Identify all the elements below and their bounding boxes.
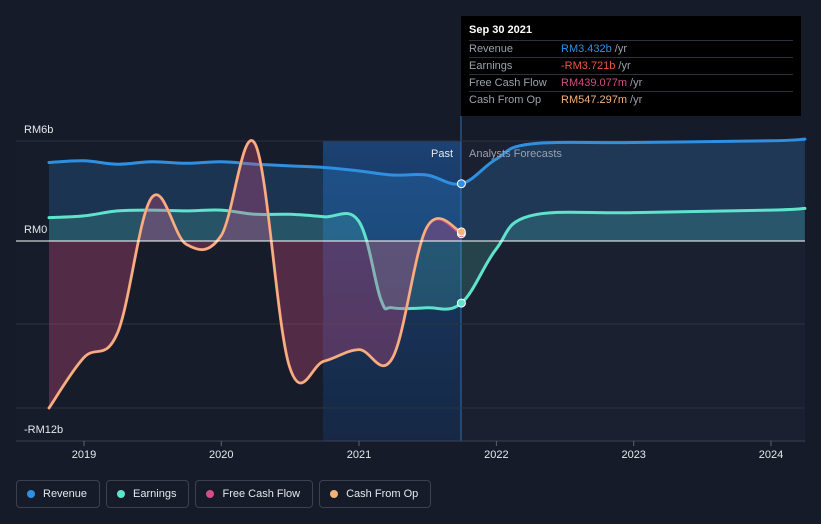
tooltip-row: Free Cash Flow RM439.077m/yr bbox=[469, 74, 793, 91]
tooltip-row-unit: /yr bbox=[618, 60, 631, 72]
revenue-line bbox=[47, 137, 807, 186]
tooltip-row: Revenue RM3.432b/yr bbox=[469, 40, 793, 57]
revenue-marker[interactable] bbox=[456, 179, 466, 189]
earnings-marker[interactable] bbox=[456, 298, 466, 308]
series-layer bbox=[47, 137, 807, 410]
past-label: Past bbox=[431, 148, 453, 160]
plot-recent-band bbox=[323, 141, 461, 441]
plot-past-band bbox=[16, 141, 323, 441]
x-tick-label: 2021 bbox=[347, 449, 371, 461]
x-tick-label: 2019 bbox=[72, 449, 96, 461]
y-axis-top-label: RM6b bbox=[24, 124, 53, 136]
tooltip-row-unit: /yr bbox=[614, 43, 627, 55]
tooltip: Sep 30 2021 Revenue RM3.432b/yr Earnings -R… bbox=[461, 16, 801, 116]
tooltip-row: Cash From Op RM547.297m/yr bbox=[469, 91, 793, 108]
tooltip-row-unit: /yr bbox=[630, 77, 643, 89]
revenue-area bbox=[49, 139, 805, 241]
plot-forecast-band bbox=[461, 141, 805, 441]
x-tick-label: 2024 bbox=[759, 449, 783, 461]
x-tick-label: 2020 bbox=[209, 449, 233, 461]
cash-from-op-line bbox=[47, 139, 463, 410]
y-axis-zero-label: RM0 bbox=[24, 224, 47, 236]
earnings-area bbox=[49, 208, 805, 310]
legend-item-revenue[interactable]: Revenue bbox=[16, 480, 101, 508]
x-tick-label: 2022 bbox=[484, 449, 508, 461]
tooltip-row: Earnings -RM3.721b/yr bbox=[469, 57, 793, 74]
legend-dot-icon bbox=[330, 490, 339, 498]
legend-label: Revenue bbox=[43, 488, 88, 500]
legend-label: Free Cash Flow bbox=[222, 488, 301, 500]
legend-label: Cash From Op bbox=[346, 488, 419, 500]
legend-item-earnings[interactable]: Earnings bbox=[106, 480, 190, 508]
legend-label: Earnings bbox=[133, 488, 177, 500]
tooltip-row-value: RM439.077m bbox=[561, 77, 628, 89]
tooltip-row-label: Free Cash Flow bbox=[469, 77, 547, 89]
legend-item-cash-from-op[interactable]: Cash From Op bbox=[319, 480, 432, 508]
x-tick-layer: 2019 2020 2021 2022 2023 2024 bbox=[72, 441, 783, 461]
tooltip-row-label: Earnings bbox=[469, 60, 513, 72]
y-axis-bottom-label: -RM12b bbox=[24, 424, 63, 436]
tooltip-row-value: RM3.432b bbox=[561, 43, 612, 55]
x-tick-label: 2023 bbox=[621, 449, 645, 461]
cash-from-op-marker[interactable] bbox=[456, 227, 466, 237]
tooltip-row-unit: /yr bbox=[630, 94, 643, 106]
tooltip-rows: Revenue RM3.432b/yr Earnings -RM3.721b/yr Fr… bbox=[469, 40, 793, 108]
legend-dot-icon bbox=[206, 490, 215, 498]
tooltip-date: Sep 30 2021 bbox=[469, 24, 532, 36]
tooltip-row-value: -RM3.721b bbox=[561, 60, 616, 72]
legend-dot-icon bbox=[117, 490, 126, 498]
tooltip-row-label: Revenue bbox=[469, 43, 514, 55]
legend-item-free-cash-flow[interactable]: Free Cash Flow bbox=[195, 480, 314, 508]
tooltip-row-label: Cash From Op bbox=[469, 94, 542, 106]
legend: Revenue Earnings Free Cash Flow Cash From O… bbox=[16, 480, 432, 510]
free-cash-flow-area bbox=[49, 140, 462, 408]
legend-dot-icon bbox=[27, 490, 35, 498]
marker-layer bbox=[456, 179, 466, 308]
tooltip-row-value: RM547.297m bbox=[561, 94, 628, 106]
forecast-label: Analysts Forecasts bbox=[469, 148, 562, 160]
earnings-line bbox=[47, 206, 807, 311]
